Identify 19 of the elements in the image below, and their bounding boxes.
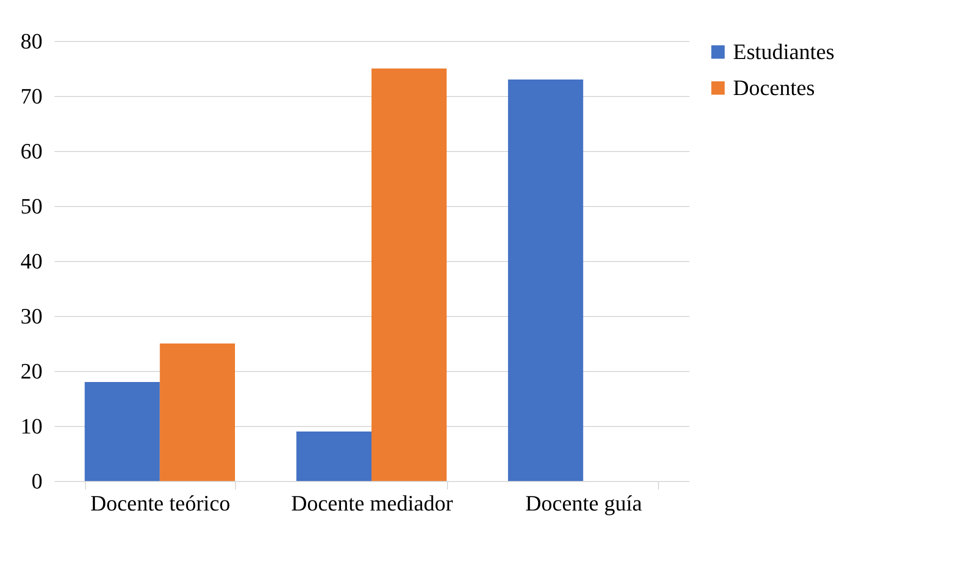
bar xyxy=(84,382,160,481)
legend-label: Docentes xyxy=(733,75,815,100)
bar xyxy=(296,432,372,481)
bar xyxy=(508,80,584,481)
bar xyxy=(372,68,447,481)
x-tick-label: Docente teórico xyxy=(90,490,230,516)
legend-label: Estudiantes xyxy=(733,39,834,64)
x-tick-label: Docente mediador xyxy=(291,490,454,516)
y-tick-label: 80 xyxy=(20,28,42,54)
x-tick-label: Docente guía xyxy=(525,490,642,516)
bar xyxy=(160,344,235,481)
y-tick-label: 30 xyxy=(20,304,42,328)
y-tick-label: 40 xyxy=(20,248,42,274)
y-tick-label: 0 xyxy=(32,468,42,494)
y-tick-label: 50 xyxy=(20,194,42,218)
y-tick-label: 20 xyxy=(20,358,42,384)
y-tick-label: 70 xyxy=(20,84,42,108)
y-tick-label: 10 xyxy=(20,414,42,438)
y-tick-label: 60 xyxy=(20,138,42,164)
